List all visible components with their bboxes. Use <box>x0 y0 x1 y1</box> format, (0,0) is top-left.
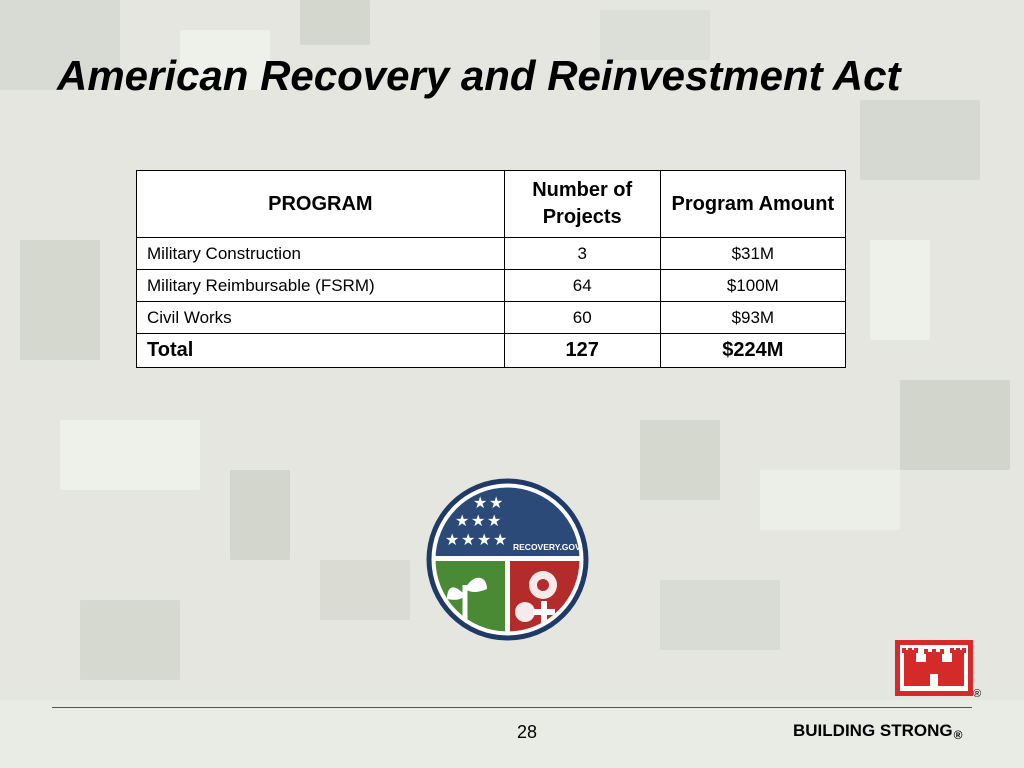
header-program: PROGRAM <box>136 170 505 238</box>
total-projects: 127 <box>503 333 661 368</box>
total-label: Total <box>136 333 505 368</box>
cell-projects: 60 <box>503 301 661 334</box>
header-number-of-projects: Number of Projects <box>503 170 661 238</box>
cell-amount: $31M <box>659 237 847 270</box>
table-row: Military Reimbursable (FSRM) 64 $100M <box>136 269 847 302</box>
footer-registered-mark: ® <box>953 728 963 742</box>
seal-text: RECOVERY.GOV <box>513 542 581 552</box>
recovery-gov-seal-icon: ★ ★ ★ ★ ★ ★ ★ ★ ★ RECOVERY.GOV <box>426 478 589 641</box>
svg-text:★: ★ <box>471 511 485 530</box>
page-number: 28 <box>517 722 538 742</box>
total-amount: $224M <box>659 333 847 368</box>
svg-text:★: ★ <box>477 530 491 549</box>
header-program-amount: Program Amount <box>659 170 847 238</box>
table-header-row: PROGRAM Number of Projects Program Amoun… <box>136 170 847 238</box>
cell-amount: $93M <box>659 301 847 334</box>
cell-projects: 3 <box>503 237 661 270</box>
cell-program: Military Construction <box>136 237 505 270</box>
table-row: Military Construction 3 $31M <box>136 237 847 270</box>
table-total-row: Total 127 $224M <box>136 333 847 368</box>
cell-projects: 64 <box>503 269 661 302</box>
program-table: PROGRAM Number of Projects Program Amoun… <box>136 170 847 368</box>
footer-divider <box>52 707 972 708</box>
castle-icon <box>895 640 973 696</box>
svg-text:★: ★ <box>445 530 459 549</box>
registered-mark: ® <box>973 688 982 700</box>
cell-amount: $100M <box>659 269 847 302</box>
svg-text:★: ★ <box>493 530 507 549</box>
footer-brand: BUILDING STRONG® <box>793 721 962 742</box>
svg-text:★: ★ <box>461 530 475 549</box>
cell-program: Civil Works <box>136 301 505 334</box>
slide-title: American Recovery and Reinvestment Act <box>57 52 901 99</box>
svg-text:★: ★ <box>487 511 501 530</box>
cell-program: Military Reimbursable (FSRM) <box>136 269 505 302</box>
svg-text:★: ★ <box>489 493 503 512</box>
svg-text:★: ★ <box>473 493 487 512</box>
footer-brand-text: BUILDING STRONG <box>793 721 953 740</box>
svg-text:★: ★ <box>455 511 469 530</box>
table-row: Civil Works 60 $93M <box>136 301 847 334</box>
